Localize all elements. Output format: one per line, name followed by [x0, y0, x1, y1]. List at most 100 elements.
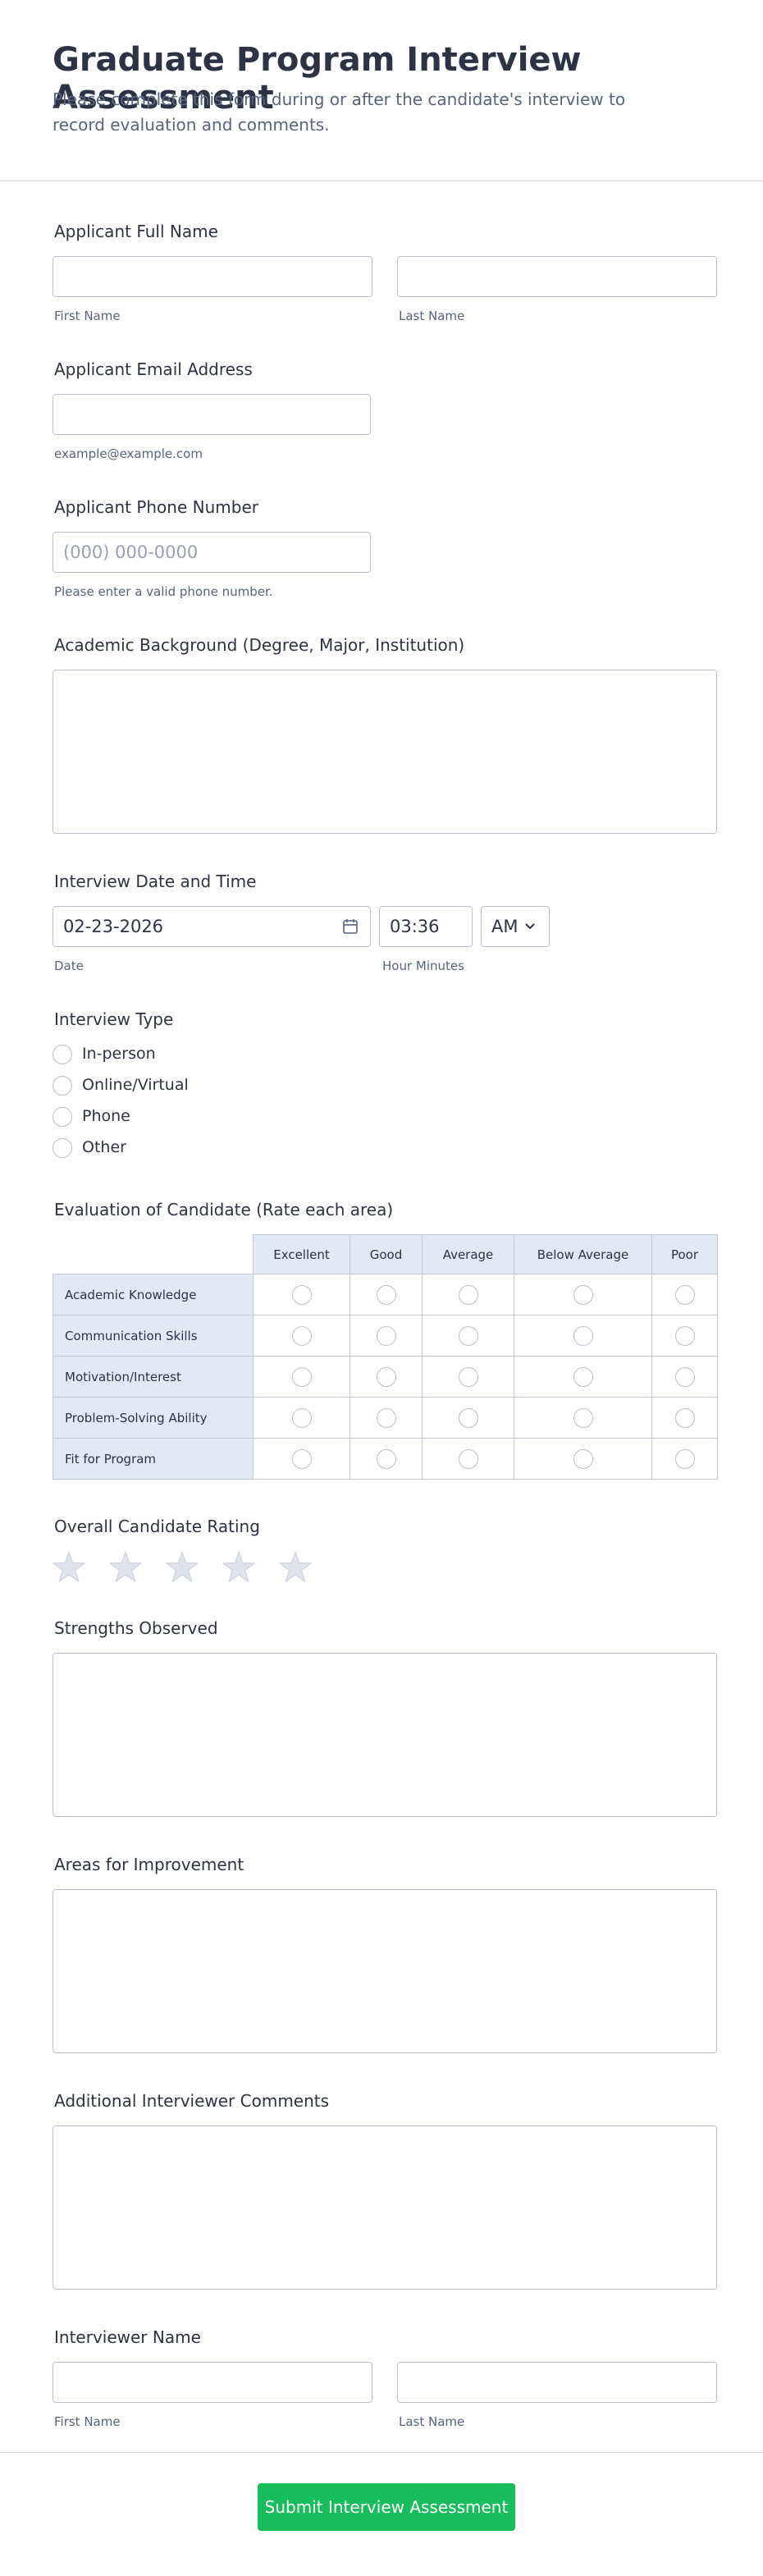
matrix-cell	[350, 1397, 423, 1439]
date-input[interactable]: 02-23-2026	[53, 906, 371, 947]
matrix-cell	[422, 1438, 514, 1480]
radio[interactable]	[458, 1448, 478, 1469]
textarea[interactable]	[53, 1889, 717, 2053]
matrix-row: Fit for Program	[53, 1438, 718, 1480]
radio[interactable]	[458, 1284, 478, 1305]
first-name-input[interactable]	[53, 256, 372, 297]
radio[interactable]	[376, 1448, 396, 1469]
radio[interactable]	[53, 1107, 72, 1127]
sub-label: Hour Minutes	[382, 959, 464, 973]
star[interactable]	[107, 1549, 144, 1585]
radio[interactable]	[674, 1284, 695, 1305]
radio[interactable]	[573, 1325, 593, 1346]
matrix-cell	[422, 1274, 514, 1315]
field-label: Applicant Phone Number	[54, 497, 258, 517]
row-header: Fit for Program	[53, 1438, 254, 1480]
matrix-cell	[350, 1356, 423, 1398]
radio[interactable]	[376, 1284, 396, 1305]
radio[interactable]	[376, 1325, 396, 1346]
radio[interactable]	[458, 1366, 478, 1387]
column-header: Average	[422, 1234, 514, 1274]
time-input[interactable]: 03:36	[379, 906, 473, 947]
radio[interactable]	[573, 1366, 593, 1387]
matrix-cell	[651, 1397, 718, 1439]
matrix-cell	[253, 1274, 350, 1315]
matrix-cell	[651, 1274, 718, 1315]
ampm-select[interactable]: AM	[481, 906, 550, 947]
radio[interactable]	[53, 1045, 72, 1064]
radio[interactable]	[458, 1325, 478, 1346]
phone-input[interactable]: (000) 000-0000	[53, 532, 371, 573]
radio-option-label[interactable]: In-person	[82, 1045, 156, 1063]
radio[interactable]	[573, 1284, 593, 1305]
matrix-cell	[651, 1438, 718, 1480]
field-label: Additional Interviewer Comments	[54, 2091, 330, 2111]
field-label: Evaluation of Candidate (Rate each area)	[54, 1200, 394, 1219]
row-header: Problem-Solving Ability	[53, 1397, 254, 1439]
radio-option-label[interactable]: Online/Virtual	[82, 1076, 189, 1094]
sub-label: First Name	[54, 2414, 121, 2429]
matrix-cell	[350, 1274, 423, 1315]
empty-cell	[53, 1235, 254, 1274]
matrix-cell	[253, 1356, 350, 1398]
row-header: Motivation/Interest	[53, 1356, 254, 1398]
column-header: Good	[350, 1234, 423, 1274]
row-header: Academic Knowledge	[53, 1274, 254, 1315]
sub-label: Date	[54, 959, 84, 973]
sub-label: example@example.com	[54, 446, 203, 461]
radio[interactable]	[291, 1325, 312, 1346]
radio[interactable]	[291, 1407, 312, 1428]
radio[interactable]	[674, 1325, 695, 1346]
divider	[0, 2452, 763, 2453]
matrix-row: Motivation/Interest	[53, 1356, 718, 1398]
sub-label: First Name	[54, 309, 121, 323]
radio[interactable]	[573, 1407, 593, 1428]
radio[interactable]	[674, 1366, 695, 1387]
calendar-icon[interactable]	[341, 917, 359, 936]
radio[interactable]	[53, 1076, 72, 1096]
star[interactable]	[221, 1549, 257, 1585]
radio[interactable]	[376, 1366, 396, 1387]
radio[interactable]	[376, 1407, 396, 1428]
radio-option-label[interactable]: Other	[82, 1138, 126, 1156]
form-subtitle: Please complete this form during or afte…	[53, 89, 626, 135]
radio[interactable]	[291, 1448, 312, 1469]
field-label: Strengths Observed	[54, 1618, 218, 1638]
radio[interactable]	[53, 1138, 72, 1158]
column-header: Excellent	[253, 1234, 350, 1274]
sub-label: Last Name	[399, 2414, 465, 2429]
textarea[interactable]	[53, 1653, 717, 1817]
radio[interactable]	[573, 1448, 593, 1469]
textarea[interactable]	[53, 2125, 717, 2290]
star-shape	[53, 1551, 85, 1582]
field-label: Interview Date and Time	[54, 872, 257, 891]
matrix: Excellent Good Average Below Average Poor Ac…	[53, 1234, 718, 1480]
textarea[interactable]	[53, 670, 717, 834]
star[interactable]	[164, 1549, 200, 1585]
matrix-cell	[253, 1438, 350, 1480]
submit-button[interactable]: Submit Interview Assessment	[258, 2483, 515, 2531]
star-shape	[222, 1551, 255, 1582]
matrix-cell	[253, 1315, 350, 1357]
last-name-input[interactable]	[397, 2362, 717, 2403]
star[interactable]	[277, 1549, 313, 1585]
matrix-cell	[350, 1315, 423, 1357]
sub-label: Please enter a valid phone number.	[54, 584, 273, 599]
matrix-row: Academic Knowledge	[53, 1274, 718, 1315]
matrix-row: Problem-Solving Ability	[53, 1397, 718, 1439]
matrix-cell	[253, 1397, 350, 1439]
radio[interactable]	[291, 1284, 312, 1305]
radio[interactable]	[674, 1448, 695, 1469]
radio[interactable]	[458, 1407, 478, 1428]
email-input[interactable]	[53, 394, 371, 435]
last-name-input[interactable]	[397, 256, 717, 297]
star-shape	[109, 1551, 142, 1582]
first-name-input[interactable]	[53, 2362, 372, 2403]
radio[interactable]	[291, 1366, 312, 1387]
radio-option-label[interactable]: Phone	[82, 1107, 130, 1125]
radio[interactable]	[674, 1407, 695, 1428]
star[interactable]	[51, 1549, 87, 1585]
star-shape	[166, 1551, 199, 1582]
matrix-cell	[514, 1356, 652, 1398]
matrix-cell	[514, 1397, 652, 1439]
